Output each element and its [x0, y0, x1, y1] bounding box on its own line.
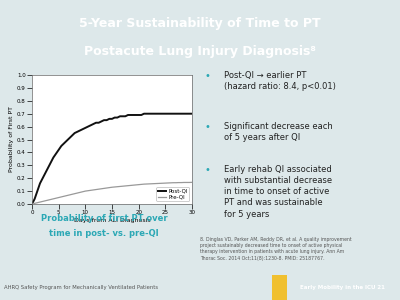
Legend: Post-QI, Pre-QI: Post-QI, Pre-QI [156, 187, 189, 201]
Text: Early Mobility in the ICU 21: Early Mobility in the ICU 21 [300, 285, 385, 290]
Text: •: • [204, 122, 210, 132]
Text: 8. Dinglas VD, Parker AM, Reddy DR, et al. A quality improvement
project sustain: 8. Dinglas VD, Parker AM, Reddy DR, et a… [200, 237, 352, 261]
Post-QI [171, 112, 176, 116]
Post-QI [86, 125, 90, 128]
Text: AHRQ Safety Program for Mechanically Ventilated Patients: AHRQ Safety Program for Mechanically Ven… [4, 285, 158, 290]
Post-QI [142, 112, 146, 116]
Text: •: • [204, 71, 210, 81]
Pre-QI [86, 189, 90, 193]
Line: Pre-QI: Pre-QI [32, 182, 192, 204]
Pre-QI [190, 181, 194, 184]
Text: Significant decrease each
of 5 years after QI: Significant decrease each of 5 years aft… [224, 122, 333, 142]
Post-QI [126, 113, 130, 117]
Text: •: • [204, 165, 210, 175]
Pre-QI [62, 194, 66, 198]
Post-QI [67, 136, 72, 140]
Pre-QI [126, 184, 130, 188]
Text: Probability of first PT over: Probability of first PT over [41, 214, 167, 223]
FancyBboxPatch shape [272, 274, 287, 300]
Y-axis label: Probability of First PT: Probability of First PT [9, 106, 14, 172]
Pre-QI [115, 185, 120, 188]
Post-QI [30, 202, 34, 206]
Line: Post-QI: Post-QI [32, 114, 192, 204]
Post-QI [62, 142, 66, 145]
Text: Postacute Lung Injury Diagnosis⁸: Postacute Lung Injury Diagnosis⁸ [84, 45, 316, 58]
Text: time in post- vs. pre-QI: time in post- vs. pre-QI [49, 229, 159, 238]
Post-QI [115, 116, 120, 119]
Text: 5-Year Sustainability of Time to PT: 5-Year Sustainability of Time to PT [79, 16, 321, 30]
Pre-QI [67, 193, 72, 197]
Pre-QI [168, 181, 173, 184]
Pre-QI [30, 202, 34, 206]
Post-QI [190, 112, 194, 116]
X-axis label: Days from ALI Diagnosis: Days from ALI Diagnosis [74, 218, 150, 223]
Text: Post-QI → earlier PT
(hazard ratio: 8.4, p<0.01): Post-QI → earlier PT (hazard ratio: 8.4,… [224, 71, 336, 91]
Text: Early rehab QI associated
with substantial decrease
in time to onset of active
P: Early rehab QI associated with substanti… [224, 165, 332, 219]
